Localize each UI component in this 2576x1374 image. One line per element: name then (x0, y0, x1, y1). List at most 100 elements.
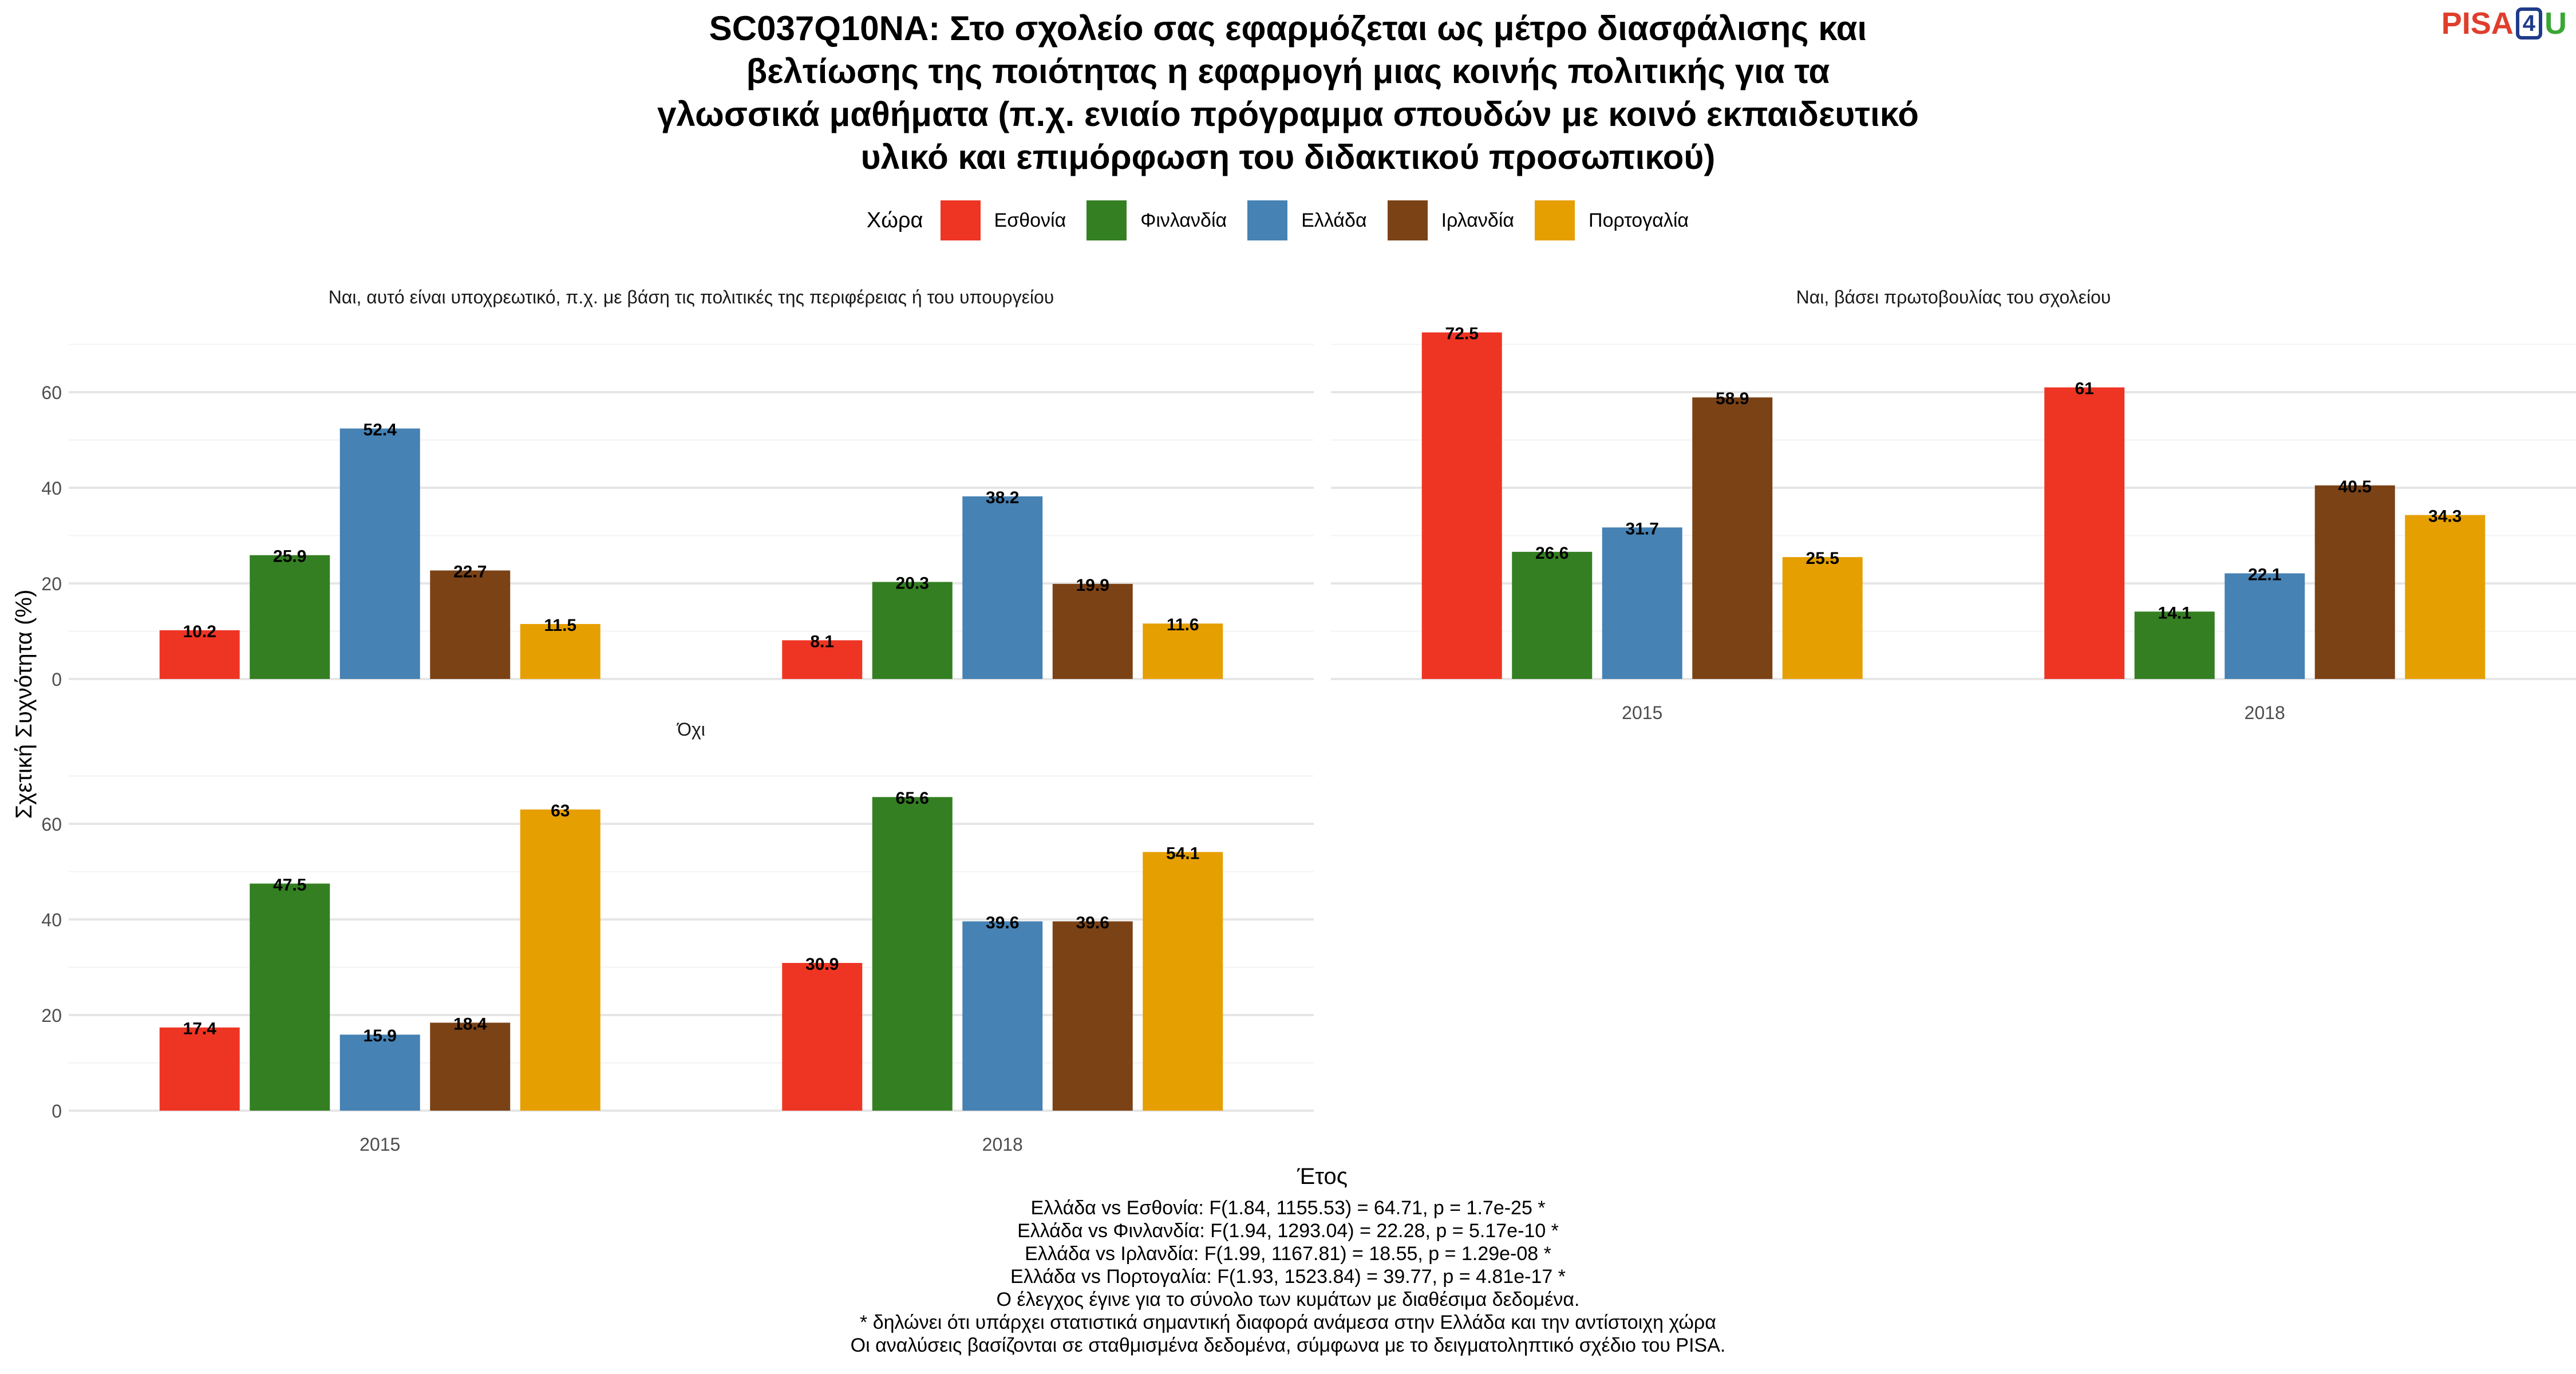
legend: Χώρα Εσθονία Φινλανδία Ελλάδα Ιρλανδία Π… (0, 200, 2576, 240)
data-label: 20.3 (896, 574, 929, 593)
data-label: 11.5 (544, 616, 576, 635)
legend-swatch (1086, 200, 1127, 240)
legend-label: Φινλανδία (1140, 209, 1227, 231)
bar (159, 630, 240, 679)
bar (1052, 921, 1133, 1111)
bar (2044, 387, 2125, 679)
data-label: 25.5 (1806, 549, 1839, 568)
data-label: 40.5 (2338, 477, 2372, 496)
legend-swatch (1247, 200, 1288, 240)
bar (782, 640, 863, 679)
bar (782, 962, 863, 1111)
legend-item-portugal: Πορτογαλία (1535, 200, 1689, 240)
data-label: 38.2 (986, 488, 1019, 507)
footnote-line: Ο έλεγχος έγινε για το σύνολο των κυμάτω… (996, 1289, 1580, 1310)
data-label: 61 (2075, 380, 2094, 398)
bar (339, 1035, 420, 1111)
y-tick-label: 40 (41, 910, 62, 930)
legend-label: Εσθονία (994, 209, 1066, 231)
bar (1602, 527, 1682, 679)
legend-label: Πορτογαλία (1589, 209, 1689, 231)
x-tick-label: 2018 (2245, 702, 2285, 723)
footnote-line: Ελλάδα vs Πορτογαλία: F(1.93, 1523.84) =… (1010, 1266, 1566, 1288)
bar (1421, 332, 1502, 679)
logo-pisa-text: PISA (2441, 6, 2514, 41)
bar (1512, 551, 1593, 679)
data-label: 22.1 (2248, 565, 2281, 584)
bar (520, 623, 600, 679)
y-tick-label: 60 (41, 814, 62, 835)
title-line: γλωσσικά μαθήματα (π.χ. ενιαίο πρόγραμμα… (657, 95, 1919, 133)
title-line: SC037Q10NA: Στο σχολείο σας εφαρμόζεται … (709, 9, 1867, 48)
bar (2134, 611, 2215, 679)
bar (250, 883, 330, 1111)
bar (962, 496, 1043, 679)
data-label: 63 (551, 802, 570, 820)
y-tick-label: 20 (41, 1005, 62, 1026)
bar (430, 1022, 511, 1111)
footnote-line: Ελλάδα vs Ιρλανδία: F(1.99, 1167.81) = 1… (1025, 1243, 1551, 1265)
legend-label: Ελλάδα (1301, 209, 1367, 231)
bar (1692, 397, 1773, 679)
x-axis-title: Έτος (1297, 1164, 1348, 1189)
legend-swatch (1387, 200, 1428, 240)
bar (520, 809, 600, 1111)
data-label: 10.2 (183, 622, 216, 641)
data-label: 15.9 (364, 1026, 397, 1045)
bar (1782, 557, 1863, 679)
data-label: 17.4 (183, 1020, 217, 1039)
bar (2314, 485, 2395, 679)
legend-item-estonia: Εσθονία (940, 200, 1066, 240)
data-label: 34.3 (2428, 507, 2462, 526)
legend-title: Χώρα (866, 208, 923, 232)
bar (2405, 515, 2486, 679)
data-label: 47.5 (273, 875, 306, 894)
data-label: 65.6 (896, 789, 929, 808)
y-tick-label: 60 (41, 382, 62, 403)
bar (430, 570, 511, 679)
data-label: 19.9 (1076, 576, 1109, 595)
legend-swatch (1535, 200, 1575, 240)
y-tick-label: 0 (52, 1101, 62, 1122)
bar (250, 555, 330, 679)
bar (872, 797, 953, 1111)
bar (339, 428, 420, 679)
legend-item-ireland: Ιρλανδία (1387, 200, 1514, 240)
data-label: 52.4 (364, 420, 397, 439)
footnote-line: * δηλώνει ότι υπάρχει στατιστικά σημαντι… (860, 1312, 1716, 1333)
x-tick-label: 2015 (359, 1134, 400, 1155)
legend-swatch (940, 200, 981, 240)
y-tick-label: 0 (52, 669, 62, 690)
logo-four-text: 4 (2515, 7, 2542, 40)
bar (872, 582, 953, 679)
pisa4u-logo: PISA 4 U (2441, 6, 2567, 41)
data-label: 25.9 (273, 547, 306, 566)
bar (962, 921, 1043, 1111)
data-label: 8.1 (810, 632, 834, 651)
footnote-line: Οι αναλύσεις βασίζονται σε σταθμισμένα δ… (850, 1334, 1726, 1356)
y-tick-label: 40 (41, 478, 62, 499)
panel-title: Ναι, αυτό είναι υποχρεωτικό, π.χ. με βάσ… (329, 287, 1054, 307)
legend-item-finland: Φινλανδία (1086, 200, 1227, 240)
x-tick-label: 2015 (1622, 702, 1662, 723)
title-line: βελτίωσης της ποιότητας η εφαρμογή μιας … (746, 52, 1830, 90)
data-label: 30.9 (805, 955, 839, 974)
bar (159, 1027, 240, 1111)
logo-u-text: U (2545, 6, 2567, 41)
data-label: 18.4 (453, 1014, 487, 1033)
data-label: 31.7 (1626, 519, 1659, 538)
data-label: 26.6 (1535, 544, 1568, 563)
bar (1143, 852, 1223, 1111)
y-tick-label: 20 (41, 574, 62, 594)
footnotes: Ελλάδα vs Εσθονία: F(1.84, 1155.53) = 64… (0, 1197, 2576, 1357)
data-label: 58.9 (1716, 389, 1749, 408)
data-label: 72.5 (1445, 325, 1479, 344)
footnote-line: Ελλάδα vs Εσθονία: F(1.84, 1155.53) = 64… (1030, 1197, 1546, 1219)
bar (1143, 623, 1223, 679)
title-line: υλικό και επιμόρφωση του διδακτικού προσ… (860, 138, 1716, 176)
x-tick-label: 2018 (982, 1134, 1023, 1155)
data-label: 14.1 (2158, 603, 2191, 622)
panel-title: Όχι (676, 719, 705, 740)
data-label: 39.6 (1076, 913, 1109, 932)
